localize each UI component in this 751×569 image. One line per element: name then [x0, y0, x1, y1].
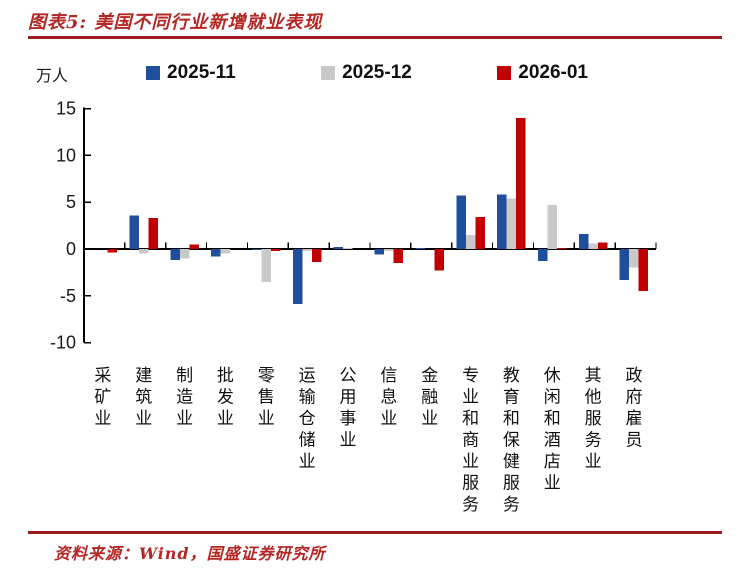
- bar-2025-11-公用事业: [333, 247, 344, 249]
- legend-swatch-icon: [497, 66, 512, 80]
- bar-2025-11-其他服务业: [578, 234, 589, 249]
- bar-2025-12-专业和商业服务: [465, 234, 476, 249]
- bar-2026-01-专业和商业服务: [475, 217, 485, 249]
- legend-swatch-icon: [321, 66, 336, 80]
- bar-2025-11-制造业: [170, 249, 180, 261]
- x-category-label: 采矿业: [94, 366, 111, 428]
- bar-2026-01-运输仓储业: [311, 249, 322, 263]
- bar-2026-01-建筑业: [148, 218, 158, 249]
- legend-swatch-icon: [146, 66, 160, 80]
- bar-2025-12-公用事业: [343, 248, 353, 249]
- chart-title: 图表5: 美国不同行业新增就业表现: [28, 12, 323, 33]
- bar-2026-01-信息业: [393, 249, 404, 264]
- x-category-label: 信息业: [380, 366, 397, 428]
- bar-2025-11-政府雇员: [619, 249, 630, 280]
- bar-2025-12-信息业: [384, 249, 394, 251]
- bar-2025-11-批发业: [211, 249, 221, 257]
- x-category-label: 政府雇员: [625, 366, 642, 450]
- x-category-label: 专业和商业服务: [462, 366, 479, 514]
- y-tick-label: 0: [66, 239, 76, 259]
- bar-2025-11-专业和商业服务: [456, 195, 466, 249]
- chart-legend: 2025-11 2025-12 2026-01: [146, 62, 588, 84]
- x-category-label: 制造业: [176, 366, 193, 428]
- y-axis-unit-label: 万人: [36, 68, 69, 85]
- bar-2026-01-休闲和酒店业: [557, 248, 567, 249]
- bar-2025-12-运输仓储业: [302, 249, 312, 251]
- data-source-note: 资料来源：Wind，国盛证券研究所: [54, 544, 326, 563]
- legend-label: 2026-01: [518, 62, 588, 83]
- y-tick-label: 10: [56, 145, 76, 165]
- x-category-label: 公用事业: [339, 366, 356, 450]
- y-tick-label: 5: [66, 192, 76, 212]
- top-divider-line: [28, 36, 722, 39]
- y-tick-label: 15: [56, 99, 76, 119]
- bar-2025-12-批发业: [220, 249, 231, 254]
- bar-2025-11-休闲和酒店业: [538, 249, 548, 262]
- bar-2025-12-建筑业: [138, 249, 149, 254]
- x-category-label: 零售业: [258, 366, 275, 428]
- bar-2025-12-政府雇员: [629, 249, 639, 268]
- legend-item-2025-11: 2025-11: [146, 62, 236, 84]
- y-tick-label: -5: [60, 286, 76, 306]
- bar-2026-01-教育和保健服务: [516, 117, 526, 250]
- legend-label: 2025-11: [167, 62, 236, 83]
- x-category-label: 教育和保健服务: [503, 366, 520, 514]
- bar-2025-11-零售业: [252, 249, 262, 250]
- bar-2026-01-制造业: [189, 244, 199, 249]
- y-tick-label: -10: [50, 333, 76, 353]
- bar-2025-11-运输仓储业: [292, 249, 303, 305]
- legend-item-2026-01: 2026-01: [497, 62, 588, 84]
- bar-2026-01-金融业: [434, 249, 444, 271]
- bar-2025-12-其他服务业: [588, 243, 598, 249]
- x-category-label: 运输仓储业: [299, 366, 316, 471]
- bar-2025-11-建筑业: [129, 215, 139, 249]
- bar-2026-01-零售业: [271, 249, 281, 251]
- bar-2025-12-休闲和酒店业: [547, 205, 558, 249]
- bar-2026-01-其他服务业: [597, 242, 608, 249]
- bar-2026-01-政府雇员: [638, 249, 649, 292]
- bar-2025-12-零售业: [261, 249, 272, 282]
- bar-2025-11-金融业: [415, 248, 425, 249]
- legend-label: 2025-12: [342, 62, 412, 83]
- bar-2025-12-制造业: [179, 249, 190, 259]
- x-category-label: 建筑业: [135, 366, 152, 428]
- bar-2025-11-信息业: [374, 249, 385, 255]
- bar-2025-12-教育和保健服务: [506, 198, 517, 249]
- bottom-divider-line: [28, 531, 722, 534]
- bar-2025-11-教育和保健服务: [497, 194, 507, 249]
- x-category-label: 批发业: [217, 366, 234, 428]
- x-category-label: 休闲和酒店业: [544, 366, 561, 493]
- x-category-label: 金融业: [421, 366, 438, 428]
- bar-2026-01-采矿业: [107, 249, 118, 253]
- legend-item-2025-12: 2025-12: [321, 62, 412, 84]
- x-category-label: 其他服务业: [585, 366, 602, 471]
